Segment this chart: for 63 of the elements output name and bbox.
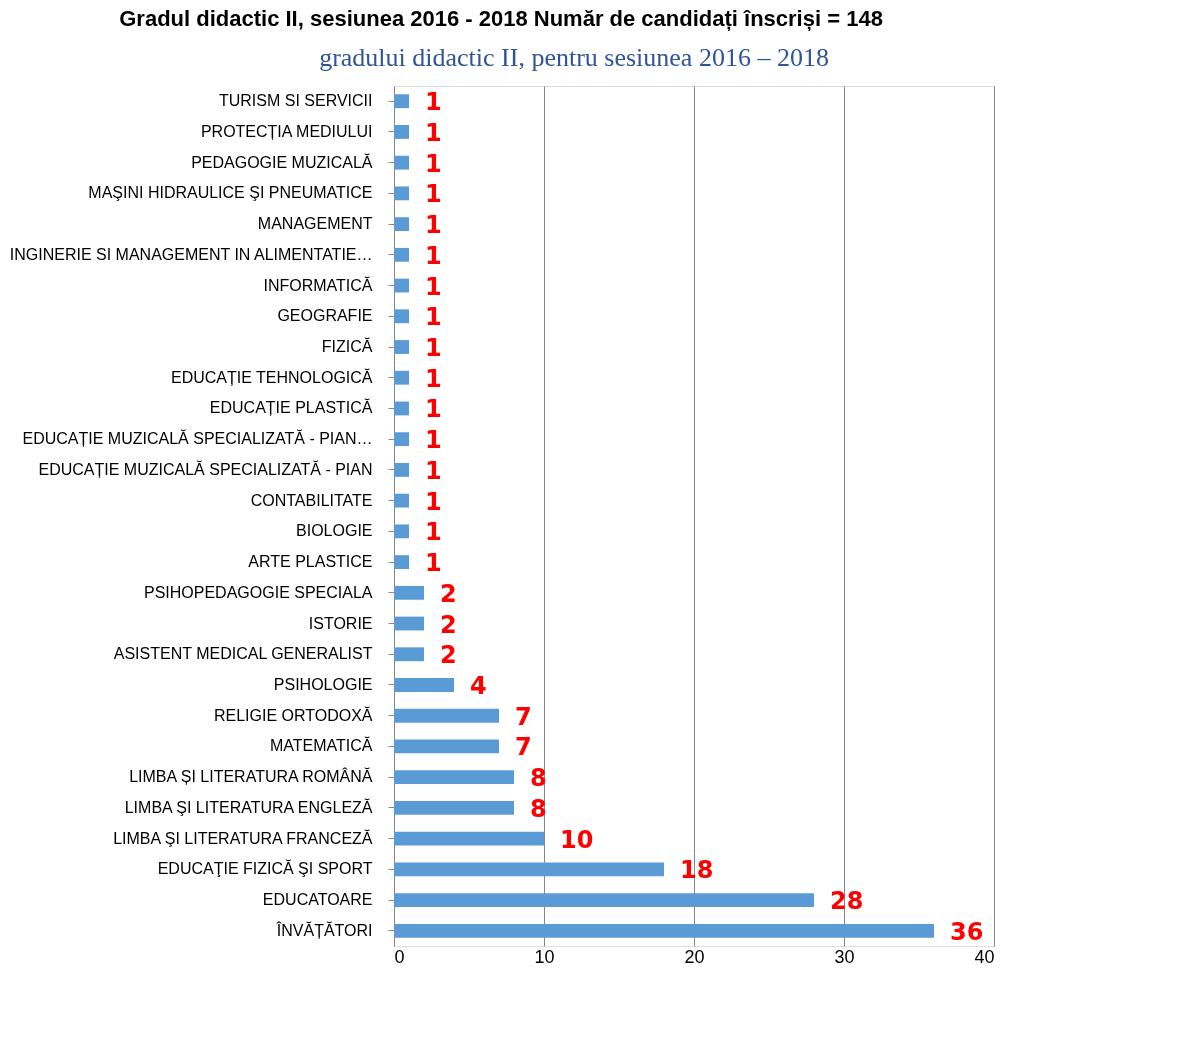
x-tick-label: 20 xyxy=(684,946,705,967)
y-tick-label: PEDAGOGIE MUZICALĂ xyxy=(191,152,373,171)
y-tick-label: MATEMATICĂ xyxy=(269,736,373,755)
y-tick-label: EDUCAȚIE MUZICALĂ SPECIALIZATĂ - PIAN… xyxy=(22,429,373,448)
data-label: 8 xyxy=(530,764,547,793)
y-tick-label: ÎNVĂȚĂTORI xyxy=(275,920,373,939)
data-label: 1 xyxy=(425,211,442,240)
chart-title: Gradul didactic II, sesiunea 2016 - 2018 Număr de candidați înscriși = 148 xyxy=(119,6,883,31)
data-label: 1 xyxy=(425,426,442,455)
y-tick-label: EDUCAŢIE FIZICĂ ŞI SPORT xyxy=(157,859,373,878)
y-tick-label: EDUCAȚIE TEHNOLOGICĂ xyxy=(170,367,373,386)
data-label: 1 xyxy=(425,118,442,147)
y-tick-label: INGINERIE SI MANAGEMENT IN ALIMENTATIE… xyxy=(9,245,373,263)
y-tick-label: BIOLOGIE xyxy=(296,522,373,540)
data-label: 8 xyxy=(530,794,547,823)
y-tick-label: EDUCAȚIE MUZICALĂ SPECIALIZATĂ - PIAN xyxy=(38,459,373,478)
y-tick-label: RELIGIE ORTODOXĂ xyxy=(213,705,373,724)
data-label: 7 xyxy=(515,702,532,731)
data-label: 1 xyxy=(425,518,442,547)
x-tick-label: 30 xyxy=(834,946,855,967)
y-tick-label: ARTE PLASTICE xyxy=(248,553,373,571)
data-label: 18 xyxy=(680,856,714,885)
data-label: 1 xyxy=(425,272,442,301)
y-tick-label: MANAGEMENT xyxy=(257,215,373,233)
data-label: 2 xyxy=(440,610,457,639)
y-tick-label: GEOGRAFIE xyxy=(277,307,373,325)
y-tick-label: ISTORIE xyxy=(308,614,373,632)
x-tick-label: 40 xyxy=(974,946,995,967)
data-label: 1 xyxy=(425,241,442,270)
data-label: 36 xyxy=(950,917,984,946)
x-tick-label: 10 xyxy=(534,946,555,967)
data-label: 28 xyxy=(830,887,864,916)
y-tick-label: MAŞINI HIDRAULICE ŞI PNEUMATICE xyxy=(88,184,373,202)
y-tick-label: CONTABILITATE xyxy=(250,491,373,509)
x-tick-label: 0 xyxy=(394,946,405,967)
y-tick-label: EDUCAȚIE PLASTICĂ xyxy=(209,398,373,417)
data-label: 1 xyxy=(425,364,442,393)
data-label: 1 xyxy=(425,549,442,578)
y-tick-label: LIMBA ŞI LITERATURA FRANCEZĂ xyxy=(113,828,373,847)
y-tick-label: INFORMATICĂ xyxy=(263,275,373,294)
data-label: 1 xyxy=(425,456,442,485)
data-label: 1 xyxy=(425,88,442,117)
data-label: 1 xyxy=(425,334,442,363)
y-tick-label: PSIHOPEDAGOGIE SPECIALA xyxy=(143,583,373,601)
y-tick-label: FIZICĂ xyxy=(321,337,373,356)
data-label: 1 xyxy=(425,149,442,178)
y-tick-label: TURISM SI SERVICII xyxy=(218,92,373,110)
data-label: 1 xyxy=(425,395,442,424)
data-label: 2 xyxy=(440,641,457,670)
data-label: 2 xyxy=(440,579,457,608)
data-label: 7 xyxy=(515,733,532,762)
y-tick-label: PROTECȚIA MEDIULUI xyxy=(200,122,373,140)
data-label: 10 xyxy=(560,825,594,854)
data-label: 1 xyxy=(425,303,442,332)
y-tick-label: LIMBA ȘI LITERATURA ROMÂNĂ xyxy=(129,767,373,786)
y-tick-label: EDUCATOARE xyxy=(262,891,373,909)
data-label: 4 xyxy=(470,671,487,700)
y-tick-label: LIMBA ŞI LITERATURA ENGLEZĂ xyxy=(124,797,373,816)
text: gradului didactic II, pentru sesiunea 2016 – 2018 xyxy=(319,43,829,72)
y-tick-label: ASISTENT MEDICAL GENERALIST xyxy=(113,645,373,663)
data-label: 1 xyxy=(425,487,442,516)
y-tick-label: PSIHOLOGIE xyxy=(273,675,373,693)
data-label: 1 xyxy=(425,180,442,209)
